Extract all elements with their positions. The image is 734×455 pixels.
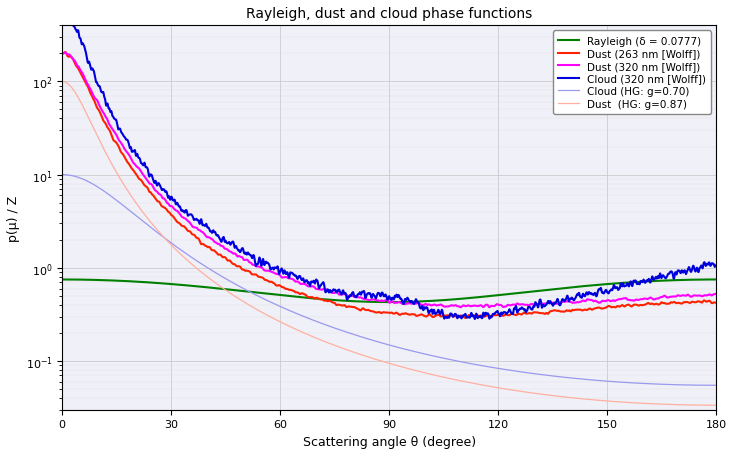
Rayleigh (δ = 0.0777) [712,277,721,283]
Dust (263 nm [Wolff]) [241,268,250,274]
Dust  (HG: g=0.87): (50.3, 0.425): g=0.87): (50.3, 0.425) [241,300,250,306]
Cloud (320 nm [Wolff]) [454,314,462,319]
Line: Dust  (HG: g=0.87): Dust (HG: g=0.87) [62,82,716,405]
Cloud (HG: g=0.70): (50.3, 0.588): g=0.70): (50.3, 0.588) [241,287,250,293]
Dust (263 nm [Wolff]) [712,301,721,306]
Cloud (320 nm [Wolff]) [59,11,68,17]
Dust (320 nm [Wolff]) [712,292,721,297]
Rayleigh (δ = 0.0777) [198,284,207,290]
Rayleigh (δ = 0.0777) [385,300,393,305]
Dust  (HG: g=0.87): (180, 0.0336): g=0.87): (180, 0.0336) [712,403,721,408]
Legend: Rayleigh (δ = 0.0777), Dust (263 nm [Wolff]), Dust (320 nm [Wolff]), Cloud (320 : Rayleigh (δ = 0.0777), Dust (263 nm [Wol… [553,31,711,115]
Cloud (320 nm [Wolff]) [712,263,721,268]
Rayleigh (δ = 0.0777) [454,297,462,302]
Dust (320 nm [Wolff]) [58,51,67,57]
X-axis label: Scattering angle θ (degree): Scattering angle θ (degree) [303,435,476,448]
Dust (263 nm [Wolff]) [58,51,67,57]
Dust  (HG: g=0.87): (163, 0.0347): g=0.87): (163, 0.0347) [650,401,658,407]
Line: Dust (263 nm [Wolff]): Dust (263 nm [Wolff]) [62,53,716,318]
Dust (320 nm [Wolff]) [465,303,474,309]
Cloud (HG: g=0.70): (38.6, 1.09): g=0.70): (38.6, 1.09) [198,262,207,268]
Cloud (320 nm [Wolff]) [470,317,479,322]
Cloud (HG: g=0.70): (180, 0.055): g=0.70): (180, 0.055) [711,383,720,388]
Dust  (HG: g=0.87): (180, 0.0336): g=0.87): (180, 0.0336) [711,403,720,408]
Dust  (HG: g=0.87): (38.6, 0.881): g=0.87): (38.6, 0.881) [198,271,207,276]
Rayleigh (δ = 0.0777) [465,296,474,301]
Y-axis label: p(μ) / Z: p(μ) / Z [7,195,20,241]
Cloud (HG: g=0.70): (109, 0.0998): g=0.70): (109, 0.0998) [454,359,462,364]
Dust (263 nm [Wolff]) [454,314,462,320]
Dust  (HG: g=0.87): (0, 100): g=0.87): (0, 100) [58,80,67,85]
Dust (320 nm [Wolff]) [454,304,462,309]
Cloud (320 nm [Wolff]) [465,315,474,321]
Cloud (320 nm [Wolff]) [198,223,207,228]
Cloud (HG: g=0.70): (112, 0.0945): g=0.70): (112, 0.0945) [465,361,473,366]
Dust (263 nm [Wolff]) [712,301,721,306]
Rayleigh (δ = 0.0777) [650,278,659,284]
Rayleigh (δ = 0.0777) [241,289,250,294]
Dust (320 nm [Wolff]) [712,292,721,297]
Line: Dust (320 nm [Wolff]): Dust (320 nm [Wolff]) [62,53,716,308]
Dust (320 nm [Wolff]) [61,51,70,56]
Line: Rayleigh (δ = 0.0777): Rayleigh (δ = 0.0777) [62,280,716,303]
Cloud (320 nm [Wolff]) [58,15,67,20]
Title: Rayleigh, dust and cloud phase functions: Rayleigh, dust and cloud phase functions [246,7,532,21]
Dust (263 nm [Wolff]) [465,313,474,318]
Cloud (320 nm [Wolff]) [650,277,659,282]
Cloud (HG: g=0.70): (0, 10): g=0.70): (0, 10) [58,172,67,178]
Dust (320 nm [Wolff]) [241,258,250,263]
Dust (263 nm [Wolff]) [198,242,207,247]
Dust (263 nm [Wolff]) [650,302,659,308]
Cloud (HG: g=0.70): (180, 0.055): g=0.70): (180, 0.055) [712,383,721,388]
Dust (263 nm [Wolff]) [61,50,70,56]
Rayleigh (δ = 0.0777) [712,277,721,283]
Cloud (HG: g=0.70): (163, 0.0568): g=0.70): (163, 0.0568) [650,381,658,387]
Rayleigh (δ = 0.0777) [58,277,67,283]
Line: Cloud (HG: g=0.70): Cloud (HG: g=0.70) [62,175,716,385]
Line: Cloud (320 nm [Wolff]): Cloud (320 nm [Wolff]) [62,14,716,319]
Cloud (320 nm [Wolff]) [241,251,250,257]
Dust (263 nm [Wolff]) [461,316,470,321]
Dust  (HG: g=0.87): (109, 0.0622): g=0.87): (109, 0.0622) [454,378,462,383]
Cloud (320 nm [Wolff]) [712,263,721,268]
Dust (320 nm [Wolff]) [198,230,207,235]
Dust (320 nm [Wolff]) [650,297,659,303]
Dust (320 nm [Wolff]) [485,305,494,310]
Dust  (HG: g=0.87): (112, 0.0588): g=0.87): (112, 0.0588) [465,380,473,385]
